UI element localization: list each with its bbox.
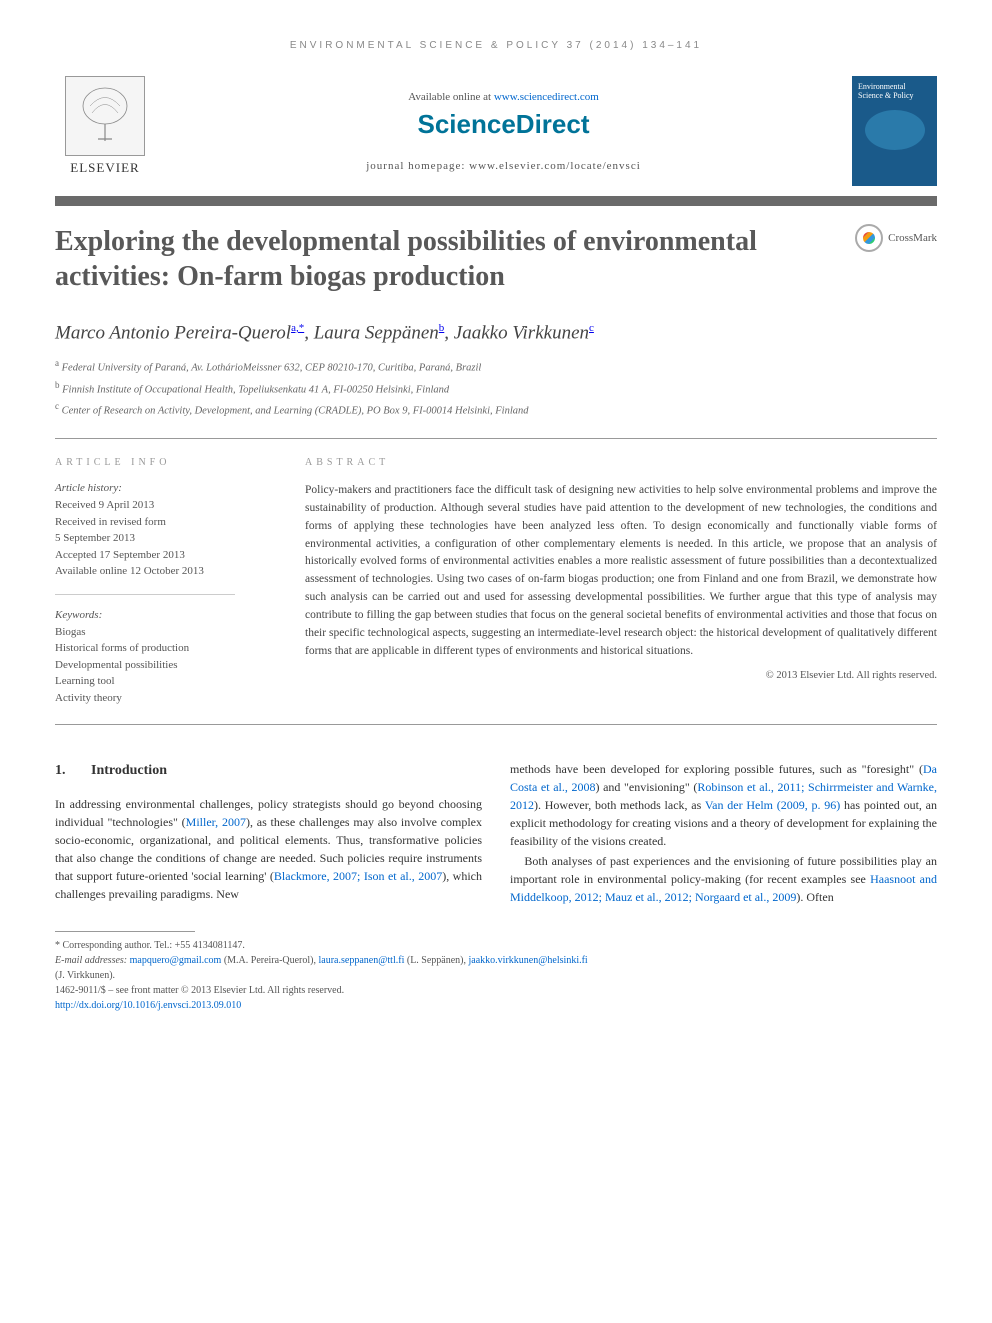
authors-line: Marco Antonio Pereira-Querola,*, Laura S… xyxy=(55,322,937,344)
author-3-sup-link[interactable]: c xyxy=(589,322,594,334)
article-info: ARTICLE INFO Article history: Received 9… xyxy=(55,457,275,706)
citation-link[interactable]: Van der Helm (2009, p. 96) xyxy=(705,798,840,812)
header-center: Available online at www.sciencedirect.co… xyxy=(155,91,852,172)
homepage-link: www.elsevier.com/locate/envsci xyxy=(469,160,641,172)
affiliation-a: a Federal University of Paraná, Av. Loth… xyxy=(55,356,937,377)
history-item: Accepted 17 September 2013 xyxy=(55,547,275,564)
abstract-text: Policy-makers and practitioners face the… xyxy=(305,482,937,660)
body-columns: 1.Introduction In addressing environment… xyxy=(55,760,937,906)
journal-header: ELSEVIER Available online at www.science… xyxy=(55,76,937,186)
crossmark-badge[interactable]: CrossMark xyxy=(855,224,937,252)
email-name: (L. Seppänen), xyxy=(404,955,468,966)
section-number: 1. xyxy=(55,760,91,781)
homepage-prefix: journal homepage: xyxy=(366,160,469,172)
body-text: ) and "envisioning" ( xyxy=(595,780,697,794)
article-title: Exploring the developmental possibilitie… xyxy=(55,224,855,294)
sciencedirect-link[interactable]: www.sciencedirect.com xyxy=(494,91,599,103)
keywords-label: Keywords: xyxy=(55,609,275,621)
available-prefix: Available online at xyxy=(408,91,494,103)
corresponding-author-note: * Corresponding author. Tel.: +55 413408… xyxy=(55,938,937,953)
affiliation-b: b Finnish Institute of Occupational Heal… xyxy=(55,378,937,399)
info-divider-top xyxy=(55,438,937,439)
email-name-last: (J. Virkkunen). xyxy=(55,968,937,983)
available-online: Available online at www.sciencedirect.co… xyxy=(155,91,852,103)
email-link[interactable]: laura.seppanen@ttl.fi xyxy=(319,955,405,966)
author-3-affil: c xyxy=(589,322,594,334)
abstract-copyright: © 2013 Elsevier Ltd. All rights reserved… xyxy=(305,670,937,681)
body-column-right: methods have been developed for explorin… xyxy=(510,760,937,906)
elsevier-text: ELSEVIER xyxy=(70,160,139,176)
history-item: 5 September 2013 xyxy=(55,530,275,547)
elsevier-tree-icon xyxy=(65,76,145,156)
author-1-sup-link[interactable]: a,* xyxy=(291,322,304,334)
author-1: Marco Antonio Pereira-Querol xyxy=(55,322,291,343)
abstract-heading: ABSTRACT xyxy=(305,457,937,468)
section-title: Introduction xyxy=(91,763,167,778)
journal-homepage: journal homepage: www.elsevier.com/locat… xyxy=(155,160,852,172)
body-paragraph: Both analyses of past experiences and th… xyxy=(510,852,937,906)
author-1-affil: a,* xyxy=(291,322,304,334)
keyword-item: Historical forms of production xyxy=(55,640,275,657)
author-2: , Laura Seppänen xyxy=(304,322,439,343)
email-addresses: E-mail addresses: mapquero@gmail.com (M.… xyxy=(55,953,937,968)
sciencedirect-logo: ScienceDirect xyxy=(155,109,852,140)
history-item: Available online 12 October 2013 xyxy=(55,563,275,580)
body-column-left: 1.Introduction In addressing environment… xyxy=(55,760,482,906)
affiliations: a Federal University of Paraná, Av. Loth… xyxy=(55,356,937,420)
doi-line: http://dx.doi.org/10.1016/j.envsci.2013.… xyxy=(55,998,937,1013)
history-item: Received in revised form xyxy=(55,514,275,531)
footnotes: * Corresponding author. Tel.: +55 413408… xyxy=(55,938,937,1013)
keyword-item: Biogas xyxy=(55,624,275,641)
info-divider-bottom xyxy=(55,724,937,725)
article-header: Exploring the developmental possibilitie… xyxy=(55,224,937,294)
body-text: ). Often xyxy=(796,890,833,904)
info-inner-divider xyxy=(55,594,235,595)
journal-cover-thumbnail: Environmental Science & Policy xyxy=(852,76,937,186)
keyword-item: Learning tool xyxy=(55,673,275,690)
crossmark-icon xyxy=(855,224,883,252)
email-label: E-mail addresses: xyxy=(55,955,130,966)
history-label: Article history: xyxy=(55,482,275,494)
globe-icon xyxy=(865,110,925,150)
body-paragraph: methods have been developed for explorin… xyxy=(510,760,937,850)
keyword-item: Developmental possibilities xyxy=(55,657,275,674)
body-text: methods have been developed for explorin… xyxy=(510,762,923,776)
abstract-section: ABSTRACT Policy-makers and practitioners… xyxy=(305,457,937,706)
header-divider xyxy=(55,196,937,206)
body-paragraph: In addressing environmental challenges, … xyxy=(55,795,482,903)
affiliation-c: c Center of Research on Activity, Develo… xyxy=(55,399,937,420)
issn-line: 1462-9011/$ – see front matter © 2013 El… xyxy=(55,983,937,998)
running-header: ENVIRONMENTAL SCIENCE & POLICY 37 (2014)… xyxy=(55,40,937,51)
history-item: Received 9 April 2013 xyxy=(55,497,275,514)
citation-link[interactable]: Miller, 2007 xyxy=(186,815,246,829)
article-info-heading: ARTICLE INFO xyxy=(55,457,275,468)
elsevier-logo: ELSEVIER xyxy=(55,76,155,186)
email-link[interactable]: jaakko.virkkunen@helsinki.fi xyxy=(469,955,588,966)
section-1-heading: 1.Introduction xyxy=(55,760,482,781)
info-abstract-row: ARTICLE INFO Article history: Received 9… xyxy=(55,457,937,706)
crossmark-label: CrossMark xyxy=(888,232,937,244)
citation-link[interactable]: Blackmore, 2007; Ison et al., 2007 xyxy=(274,869,442,883)
email-name: (M.A. Pereira-Querol), xyxy=(221,955,318,966)
author-3: , Jaakko Virkkunen xyxy=(444,322,589,343)
keyword-item: Activity theory xyxy=(55,690,275,707)
journal-cover-title: Environmental Science & Policy xyxy=(858,82,931,100)
email-link[interactable]: mapquero@gmail.com xyxy=(130,955,222,966)
footnote-divider xyxy=(55,931,195,932)
doi-link[interactable]: http://dx.doi.org/10.1016/j.envsci.2013.… xyxy=(55,1000,241,1011)
body-text: ). However, both methods lack, as xyxy=(534,798,705,812)
